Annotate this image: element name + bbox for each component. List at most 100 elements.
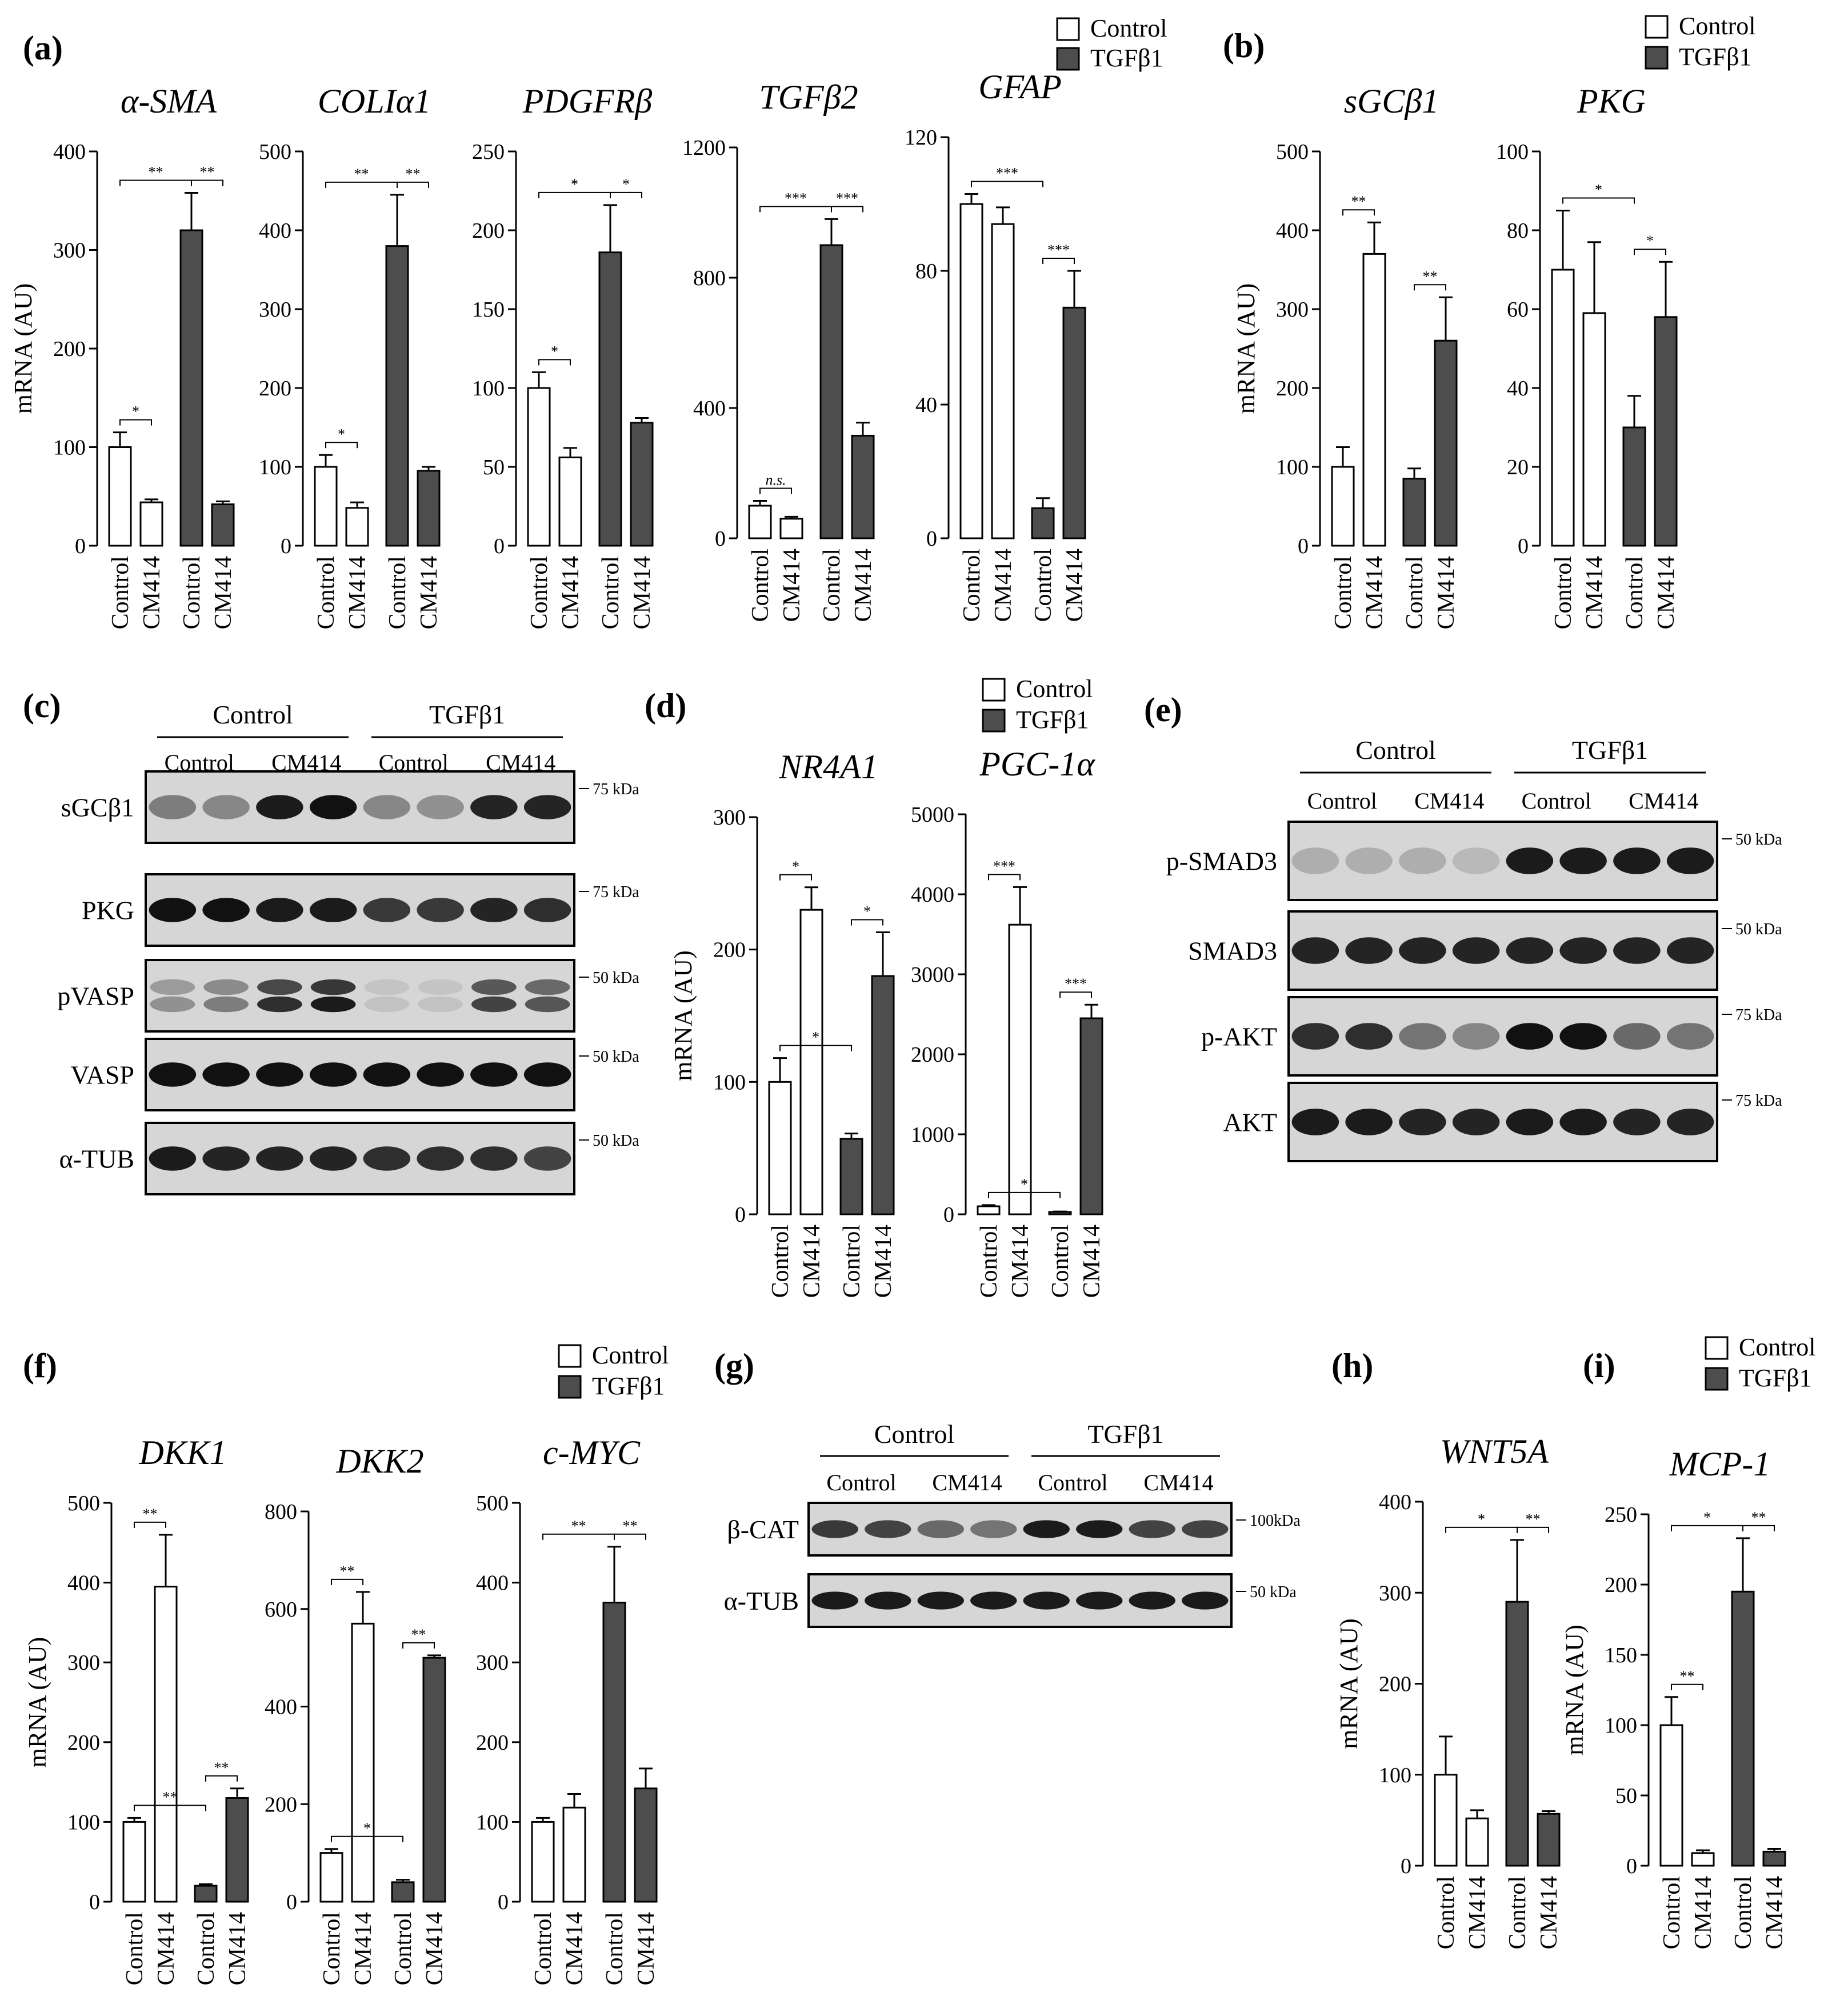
blot-band [1182, 1591, 1229, 1610]
blot-band [363, 795, 411, 819]
significance-label: ** [411, 1626, 426, 1643]
category-label: CM414 [1062, 549, 1088, 622]
significance-label: * [792, 858, 799, 875]
y-tick-label: 120 [905, 126, 937, 150]
category-label: CM414 [210, 556, 237, 629]
legend-b-control: Control [1679, 12, 1755, 40]
y-axis-label: mRNA (AU) [23, 1637, 51, 1768]
blot-group-label: Control [1355, 735, 1436, 765]
chart-title: MCP-1 [1669, 1445, 1771, 1483]
y-tick-label: 300 [259, 298, 291, 322]
category-label: CM414 [850, 549, 877, 622]
blot-band [256, 1062, 303, 1087]
y-tick-label: 2000 [911, 1043, 954, 1067]
bar [1622, 426, 1646, 547]
significance-label: * [571, 176, 578, 193]
y-tick-label: 100 [259, 455, 291, 479]
category-label: Control [1659, 1876, 1685, 1949]
legend-f: Control TGFβ1 [558, 1341, 669, 1400]
blot-band [256, 1146, 303, 1171]
y-tick-label: 60 [1507, 298, 1529, 322]
significance-label: ** [149, 163, 163, 180]
y-tick-label: 800 [693, 266, 726, 290]
y-tick-label: 500 [67, 1491, 100, 1515]
significance-label: * [812, 1029, 819, 1046]
legend-b: Control TGFβ1 [1645, 12, 1755, 71]
significance-bracket [1445, 1526, 1518, 1533]
bar [1505, 1601, 1529, 1867]
blot-row-label: α-TUB [724, 1586, 799, 1615]
blot-band [364, 979, 410, 995]
blot-band [203, 996, 249, 1013]
western-blot-g: Control TGFβ1 Control CM414 Control CM414 β-CA… [724, 1419, 1301, 1628]
y-tick-label: 300 [476, 1651, 509, 1675]
y-tick-label: 0 [1626, 1854, 1637, 1878]
blot-band [1291, 1109, 1339, 1135]
bar [634, 1787, 658, 1903]
blot-band [811, 1520, 858, 1538]
blot-band [309, 898, 357, 922]
category-label: Control [1402, 556, 1428, 629]
blot-lane-label: CM414 [1143, 1470, 1213, 1495]
y-tick-label: 1200 [682, 136, 726, 160]
significance-label: ** [406, 166, 421, 182]
bar [558, 456, 582, 547]
y-tick-label: 300 [1379, 1581, 1411, 1605]
category-label: Control [1730, 1876, 1757, 1949]
blot-band [202, 1062, 250, 1087]
blot-band [523, 898, 571, 922]
category-label: Control [747, 549, 774, 622]
y-tick-label: 500 [1276, 140, 1309, 164]
significance-bracket [402, 1642, 435, 1649]
marker-label: 100kDa [1250, 1512, 1301, 1530]
significance-bracket [971, 181, 1043, 187]
legend-f-tgf: TGFβ1 [592, 1372, 665, 1400]
y-tick-label: 100 [1605, 1714, 1637, 1738]
blot-band [1452, 937, 1500, 964]
significance-bracket [397, 181, 429, 188]
blot-band [1506, 847, 1554, 874]
blot-row-label: β-CAT [727, 1515, 799, 1544]
blot-band [417, 1062, 464, 1087]
blot-band [1345, 1023, 1393, 1050]
significance-bracket [1342, 209, 1375, 216]
y-tick-label: 0 [1518, 534, 1529, 558]
y-tick-label: 20 [1507, 455, 1529, 479]
blot-band [309, 1062, 357, 1087]
blot-band [470, 795, 518, 819]
y-tick-label: 200 [265, 1793, 297, 1817]
blot-band [1666, 847, 1714, 874]
significance-label: n.s. [765, 471, 786, 488]
bar [748, 505, 772, 539]
chart-title: PKG [1577, 82, 1646, 120]
y-tick-label: 150 [472, 298, 505, 322]
blot-band [1345, 847, 1393, 874]
blot-band [470, 1062, 518, 1087]
y-tick-label: 100 [713, 1070, 746, 1094]
significance-bracket [1562, 197, 1635, 204]
y-tick-label: 0 [89, 1890, 100, 1914]
panel-label-b: (b) [1223, 27, 1265, 65]
y-tick-label: 200 [1605, 1573, 1637, 1597]
y-tick-label: 100 [53, 436, 86, 460]
y-tick-label: 300 [53, 239, 86, 263]
blot-band [257, 996, 302, 1013]
blot-band [1291, 847, 1339, 874]
bar [959, 203, 983, 539]
marker-label: 50 kDa [1735, 921, 1782, 938]
significance-label: ** [571, 1518, 586, 1534]
significance-bracket [1414, 284, 1446, 291]
significance-bracket [542, 1533, 615, 1540]
blot-group-label: TGFβ1 [1087, 1419, 1163, 1449]
bar [385, 245, 409, 547]
category-label: Control [1505, 1876, 1531, 1949]
significance-bracket [759, 206, 832, 213]
blot-band [149, 1146, 197, 1171]
bar [527, 387, 551, 547]
category-label: Control [319, 1912, 345, 1985]
y-tick-label: 0 [75, 534, 86, 558]
